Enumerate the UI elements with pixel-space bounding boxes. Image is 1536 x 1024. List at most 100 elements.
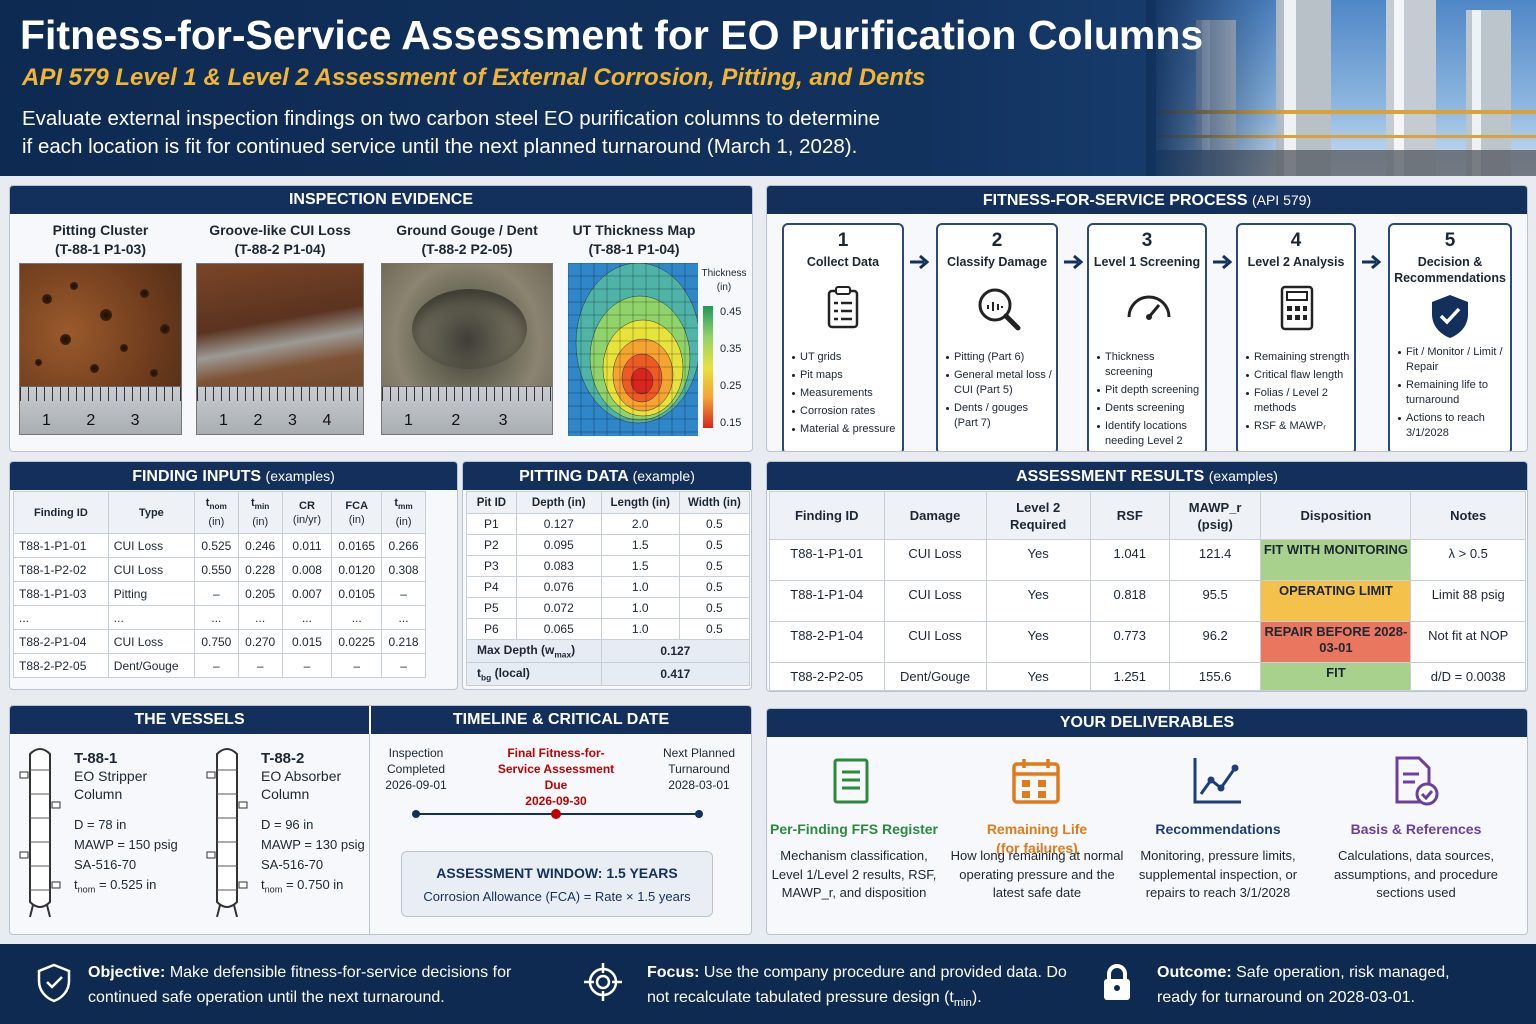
footer: Objective: Make defensible fitness-for-s… [0, 944, 1536, 1024]
bullet: Pit depth screening [1097, 383, 1203, 398]
cell: Yes [985, 580, 1091, 622]
column-header: Type [107, 491, 195, 534]
event-date: 2026-09-30 [525, 794, 587, 808]
process-step: 4 Level 2 Analysis Remaining strength Criti… [1236, 223, 1356, 451]
description: Evaluate external inspection findings on… [22, 107, 881, 158]
graphic [1012, 762, 1060, 804]
column-header: tmin (in) [237, 491, 283, 534]
inspection-photo: 1 2 3 4 [196, 263, 364, 435]
cell: 0.308 [381, 557, 426, 582]
bullet: Dents screening [1097, 401, 1203, 416]
cell: 0.076 [515, 576, 602, 598]
deliverable-description: How long remaining at normal operating p… [950, 848, 1124, 900]
cell: CUI Loss [883, 580, 987, 622]
cell: Pitting [107, 581, 195, 606]
cell: 0.127 [515, 513, 602, 535]
inspection-evidence-panel: INSPECTION EVIDENCE Pitting Cluster (T-88… [9, 185, 753, 452]
text: (local) [491, 665, 530, 680]
text: = 0.750 in [282, 877, 344, 892]
column-header: tnom (in) [193, 491, 239, 534]
vessel-info: T-88-2 EO Absorber Column D = 96 in MAWP = … [261, 750, 381, 900]
bullet: Pitting (Part 6) [946, 350, 1054, 365]
vessel-tag: T-88-2 [261, 750, 305, 767]
pit [160, 324, 170, 334]
pit [120, 344, 128, 352]
subscript: nom [77, 884, 96, 895]
step-number: 2 [991, 230, 1003, 251]
deliverable-description: Monitoring, pressure limits, supplementa… [1138, 848, 1298, 900]
deliverable-description: Mechanism classification, Level 1/Level … [771, 848, 937, 900]
cell: 0.072 [515, 597, 602, 619]
finding-id: (T-88-2 P2-05) [421, 241, 513, 257]
cell: Dent/Gouge [107, 653, 195, 678]
footer-body: ). [971, 989, 982, 1006]
graphic [1420, 790, 1434, 801]
cell: Yes [985, 539, 1091, 581]
pit [42, 294, 52, 304]
graphic [842, 770, 860, 790]
cell: – [331, 653, 383, 678]
bullet: UT grids [792, 350, 900, 365]
graphic [835, 286, 851, 295]
graphic [595, 974, 611, 990]
finding-id: (T-88-1 P1-04) [588, 241, 680, 257]
photo-title: UT Thickness Map (T-88-1 P1-04) [563, 221, 705, 259]
cell: ... [13, 605, 109, 630]
cell: ... [381, 605, 426, 630]
graphic [1207, 776, 1215, 784]
graphic [37, 963, 71, 1003]
ruler: 1 2 3 4 [197, 386, 363, 434]
ut-thickness-map [568, 263, 698, 436]
ruler-number: 1 [219, 412, 228, 429]
event-dot [695, 810, 703, 818]
title-main: FINDING INPUTS [132, 468, 262, 485]
vessel-info: T-88-1 EO Stripper Column D = 78 in MAWP = … [74, 750, 194, 900]
bullet: Actions to reach 3/1/2028 [1398, 411, 1508, 441]
nozzle [51, 801, 61, 809]
pit [60, 334, 71, 345]
nozzle [19, 851, 29, 859]
spec: MAWP = 130 psig [261, 837, 365, 852]
cell: T88-1-P1-01 [769, 539, 885, 581]
cell: 0.750 [193, 629, 239, 654]
deliverable-icon [1395, 756, 1439, 806]
cell: 0.0165 [331, 533, 383, 558]
cell: – [381, 653, 426, 678]
step-number: 5 [1444, 230, 1456, 251]
cell: T88-1-P1-01 [13, 533, 109, 558]
legend-value: 0.35 [720, 343, 742, 355]
cell: T88-1-P1-03 [13, 581, 109, 606]
bullet: Remaining life to turnaround [1398, 378, 1508, 408]
photo-name: Ground Gouge / Dent [396, 222, 538, 238]
cell: ... [107, 605, 195, 630]
text: Max Depth (w [477, 642, 555, 657]
cell: – [237, 653, 283, 678]
cell: T88-1-P1-04 [769, 580, 885, 622]
header-row: Finding ID Type tnom (in) tmin (in) CR (in/yr) F… [13, 491, 426, 534]
panel-title: FITNESS-FOR-SERVICE PROCESS (API 579) [767, 186, 1527, 214]
assessment-window: ASSESSMENT WINDOW: 1.5 YEARS Corrosion Al… [401, 851, 713, 917]
step-number: 4 [1290, 230, 1302, 251]
table-row: T88-2-P1-04 CUI Loss 0.750 0.270 0.015 0.0225… [13, 629, 426, 654]
spec: tnom = 0.525 in [74, 875, 194, 900]
vessels-timeline-panel: THE VESSELS TIMELINE & CRITICAL DATE T-8… [9, 705, 752, 935]
title-main: FITNESS-FOR-SERVICE PROCESS [982, 192, 1248, 209]
ruler-number: 2 [451, 412, 461, 429]
cell: 0.818 [1089, 580, 1170, 622]
subscript: nom [209, 502, 227, 512]
cell: 0.015 [281, 629, 333, 654]
unit: (in/yr) [292, 513, 322, 526]
pitting-table: Pit ID Depth (in) Length (in) Width (in) P1 0… [466, 491, 751, 686]
footer-icon [584, 963, 622, 1001]
cell: T88-2-P2-05 [769, 662, 885, 691]
graphic [1146, 314, 1152, 320]
header-label: Type [138, 506, 164, 519]
column-header: CR (in/yr) [281, 491, 333, 534]
graphic [1403, 772, 1419, 784]
cell: P4 [466, 576, 517, 598]
arrow-head [910, 254, 930, 270]
graphic [1386, 0, 1436, 176]
legend-title-text: Thickness [701, 268, 747, 279]
legs [29, 904, 51, 917]
table-row: T88-2-P1-04 CUI Loss Yes 0.773 96.2 REPAIR BE… [769, 621, 1526, 663]
